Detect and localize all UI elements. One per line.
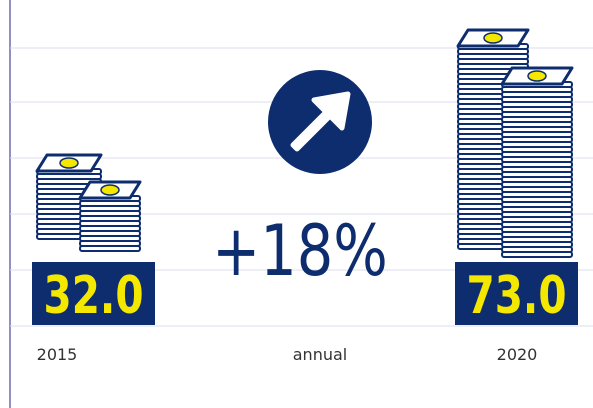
value: 32.0: [43, 265, 143, 325]
money-stack: [78, 180, 142, 252]
bill-seal: [100, 184, 120, 196]
year-label: 2015: [37, 345, 78, 364]
bill-layer: [501, 251, 573, 258]
growth-value: +18%: [212, 212, 388, 293]
bill-seal: [59, 157, 79, 169]
bill-seal: [483, 32, 503, 44]
bill-layer: [79, 245, 141, 252]
money-stacks: [35, 28, 574, 258]
growth-arrow: [290, 91, 351, 152]
growth-label: annual: [293, 345, 347, 364]
value-box: [32, 262, 155, 325]
value-box: [455, 262, 578, 325]
bill-seal: [527, 70, 547, 82]
money-stack: [500, 66, 574, 258]
year-label: 2020: [497, 345, 538, 364]
value: 73.0: [466, 265, 566, 325]
